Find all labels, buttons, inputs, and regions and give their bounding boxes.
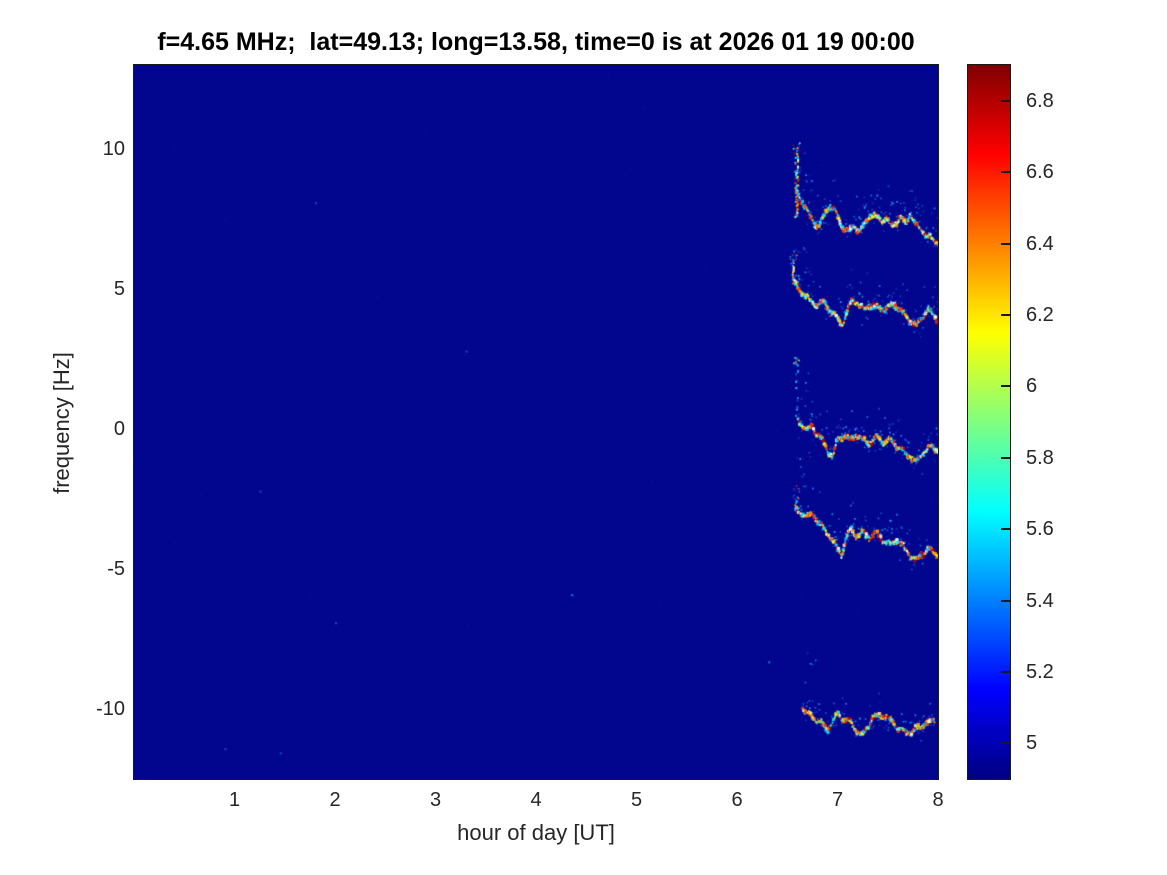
- colorbar-tick-label: 5.6: [1026, 518, 1054, 541]
- colorbar-tick-label: 5: [1026, 732, 1038, 755]
- x-tick-label: 6: [731, 789, 743, 811]
- colorbar-tick-mark: [1001, 456, 1010, 459]
- plot-frame: [133, 64, 939, 780]
- x-tick-label: 4: [530, 789, 542, 811]
- colorbar-tick-label: 6.6: [1026, 161, 1054, 184]
- colorbar-tick-label: 6.8: [1026, 89, 1054, 112]
- x-tick-label: 3: [429, 789, 442, 811]
- colorbar-tick-label: 5.8: [1026, 446, 1054, 469]
- colorbar-tick-mark: [1001, 242, 1010, 245]
- y-tick-label: 5: [113, 278, 125, 300]
- colorbar-tick-mark: [1001, 313, 1010, 316]
- colorbar-tick-mark: [1001, 385, 1010, 388]
- y-tick-label: 10: [102, 138, 125, 160]
- colorbar-tick-label: 6: [1026, 375, 1038, 398]
- y-tick-label: -10: [96, 698, 125, 720]
- colorbar-tick-label: 6.4: [1026, 232, 1054, 255]
- x-tick-label: 7: [831, 789, 844, 811]
- spectrogram-plot: [134, 65, 938, 779]
- colorbar-tick-mark: [1001, 599, 1010, 602]
- x-tick-label: 8: [932, 789, 944, 811]
- x-tick-label: 2: [329, 789, 341, 811]
- x-tick-label: 1: [228, 789, 241, 811]
- colorbar-tick-mark: [1001, 742, 1010, 745]
- chart-title: f=4.65 MHz; lat=49.13; long=13.58, time=…: [157, 28, 915, 56]
- colorbar: [967, 64, 1011, 780]
- y-tick-label: 0: [113, 418, 125, 440]
- colorbar-tick-label: 5.2: [1026, 660, 1054, 683]
- x-axis-label: hour of day [UT]: [457, 820, 615, 845]
- colorbar-tick-mark: [1001, 670, 1010, 673]
- colorbar-tick-mark: [1001, 528, 1010, 531]
- x-tick-label: 5: [630, 789, 643, 811]
- colorbar-tick-label: 6.2: [1026, 303, 1054, 326]
- colorbar-tick-mark: [1001, 171, 1010, 174]
- y-tick-label: -5: [107, 558, 125, 580]
- colorbar-tick-label: 5.4: [1026, 589, 1054, 612]
- colorbar-tick-mark: [1001, 99, 1010, 102]
